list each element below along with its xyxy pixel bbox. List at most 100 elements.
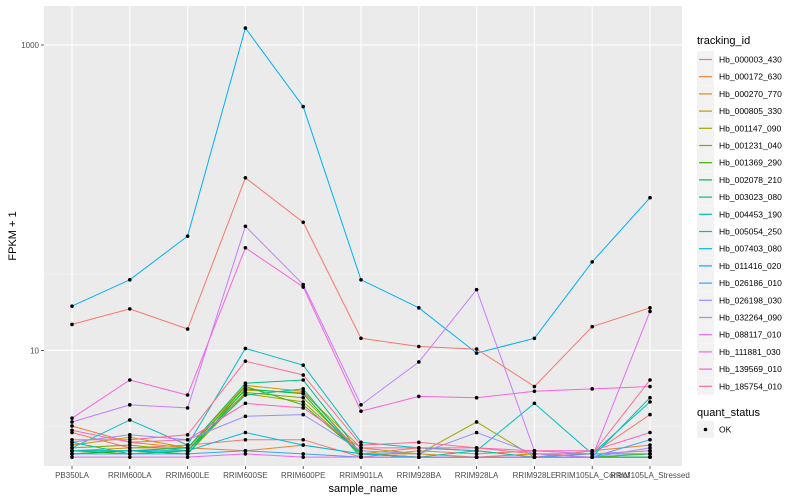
- data-point: [70, 452, 74, 456]
- x-tick-label: RRIM928LA: [455, 471, 499, 480]
- legend-item: Hb_001147_090: [697, 119, 782, 137]
- data-point: [474, 446, 479, 450]
- legend-label: Hb_002078_210: [719, 175, 782, 185]
- data-point: [301, 220, 306, 225]
- data-point: [359, 446, 363, 450]
- x-tick-label: RRIM901LA: [339, 471, 383, 480]
- data-point: [185, 327, 190, 331]
- data-point: [359, 440, 363, 445]
- data-point: [243, 452, 248, 456]
- data-point: [243, 359, 248, 363]
- data-point: [243, 224, 248, 229]
- data-point: [532, 401, 537, 406]
- data-point: [243, 175, 248, 180]
- data-point: [70, 437, 74, 442]
- data-point: [185, 443, 190, 447]
- data-point: [128, 437, 132, 442]
- data-point: [301, 455, 306, 459]
- data-point: [648, 195, 652, 200]
- legend-item: Hb_000805_330: [697, 102, 782, 120]
- legend-item: Hb_004453_190: [697, 205, 782, 223]
- data-point: [590, 387, 594, 391]
- data-point: [301, 395, 306, 400]
- data-point: [70, 440, 74, 445]
- data-point: [243, 387, 248, 391]
- data-point: [417, 452, 421, 456]
- data-point: [590, 455, 594, 459]
- data-point: [648, 446, 652, 450]
- data-point: [417, 440, 421, 445]
- data-point: [70, 304, 74, 308]
- legend-label: Hb_007403_080: [719, 244, 782, 254]
- legend-item: Hb_001231_040: [697, 137, 782, 154]
- data-point: [648, 455, 652, 459]
- x-tick-label: RRIM928LE: [513, 471, 557, 480]
- shape-legend-item: OK: [697, 421, 732, 438]
- legend-item: Hb_111881_030: [697, 343, 781, 361]
- data-point: [243, 26, 248, 30]
- data-point: [590, 324, 594, 329]
- legend-item: Hb_032264_090: [697, 309, 782, 326]
- legend-label: Hb_088117_010: [719, 330, 782, 340]
- legend-item: Hb_000270_770: [697, 85, 782, 103]
- data-point: [301, 282, 306, 287]
- shape-legend-items: OK: [697, 421, 732, 438]
- data-point: [359, 449, 363, 453]
- data-point: [648, 378, 652, 382]
- data-point: [532, 389, 537, 394]
- data-point: [532, 455, 537, 459]
- data-point: [128, 433, 132, 437]
- plot-panel: [44, 6, 682, 466]
- data-point: [128, 446, 132, 450]
- data-point: [243, 346, 248, 351]
- data-point: [70, 428, 74, 433]
- data-point: [301, 403, 306, 407]
- data-point: [532, 336, 537, 341]
- data-point: [301, 412, 306, 417]
- legend-item: Hb_005054_250: [697, 223, 782, 240]
- data-point: [301, 363, 306, 368]
- x-tick-label: RRIM928BA: [397, 471, 442, 480]
- data-point: [301, 400, 306, 404]
- data-point: [474, 395, 479, 400]
- data-point: [185, 452, 190, 456]
- legend-title: tracking_id: [697, 35, 750, 47]
- x-tick-label: RRIM105LA_Control: [555, 471, 629, 480]
- data-point: [648, 412, 652, 417]
- data-point: [648, 395, 652, 400]
- data-point: [417, 360, 421, 364]
- data-point: [301, 406, 306, 410]
- data-point: [417, 306, 421, 310]
- data-point: [301, 391, 306, 396]
- data-point: [185, 393, 190, 397]
- legend-item: Hb_001369_290: [697, 154, 782, 172]
- data-point: [185, 446, 190, 450]
- data-point: [128, 440, 132, 445]
- data-point: [648, 449, 652, 453]
- legend-label: Hb_026186_010: [719, 278, 782, 288]
- data-point: [243, 430, 248, 435]
- data-point: [532, 452, 537, 456]
- data-point: [648, 400, 652, 404]
- legend-label: Hb_001369_290: [719, 158, 782, 168]
- data-point: [359, 443, 363, 447]
- data-point: [648, 306, 652, 310]
- data-point: [359, 336, 363, 341]
- data-point: [128, 378, 132, 382]
- x-tick-label: RRIM600LA: [108, 471, 152, 480]
- data-point: [648, 443, 652, 447]
- legend-label: Hb_000172_630: [719, 72, 782, 82]
- data-point: [474, 420, 479, 424]
- legend-label: Hb_000270_770: [719, 89, 782, 99]
- data-point: [359, 403, 363, 407]
- legend-label: Hb_026198_030: [719, 295, 782, 305]
- x-tick-label: RRIM105LA_Stressed: [610, 471, 690, 480]
- data-point: [301, 373, 306, 377]
- data-point: [301, 285, 306, 289]
- legend-label: Hb_004453_190: [719, 209, 782, 219]
- legend-item: Hb_002078_210: [697, 171, 782, 189]
- legend-label: Hb_001147_090: [719, 123, 782, 133]
- legend-item: Hb_088117_010: [697, 326, 782, 344]
- data-point: [185, 449, 190, 453]
